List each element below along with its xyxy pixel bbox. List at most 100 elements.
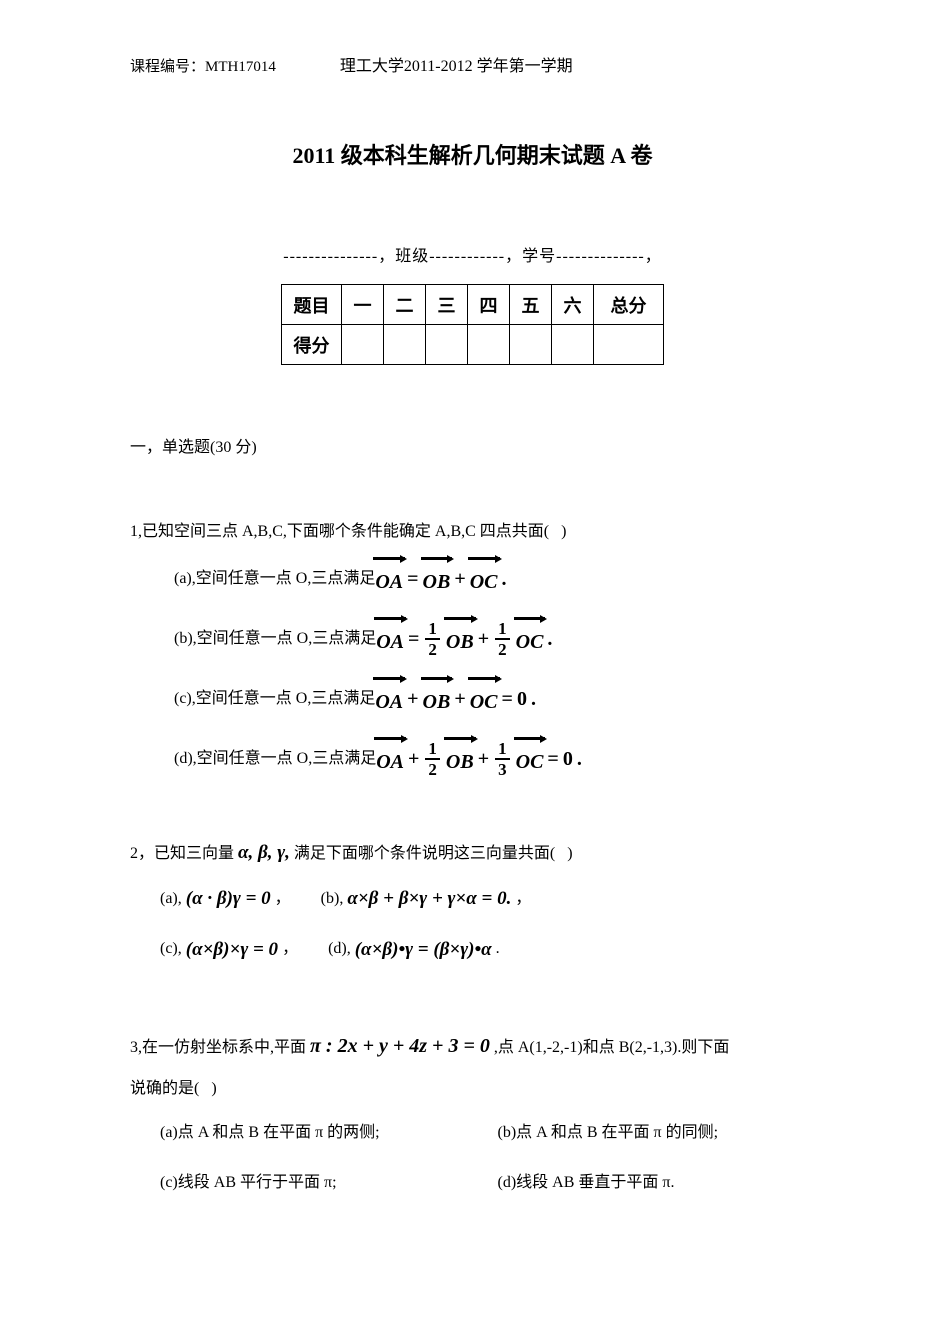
course-code: 课程编号：MTH17014 [130, 55, 276, 76]
opt-label: (b),空间任意一点 O,三点满足 [174, 624, 376, 654]
comma: ， [275, 884, 291, 914]
plus: + [478, 620, 489, 658]
vec-ob: OB [423, 557, 451, 601]
q2-option-b: (b), α×β + β×γ + γ×α = 0. ， [321, 881, 532, 917]
eq: = [547, 740, 558, 778]
td-blank [552, 325, 594, 365]
student-info-line: ---------------，班级------------，学号-------… [130, 242, 815, 266]
q3-plane-eq: π : 2x + y + 4z + 3 = 0 [310, 1035, 490, 1057]
score-table: 题目 一 二 三 四 五 六 总分 得分 [281, 284, 664, 365]
vec-ob: OB [423, 677, 451, 721]
vec-ob: OB [446, 617, 474, 661]
q1-option-c: (c),空间任意一点 O,三点满足 OA + OB + OC = 0. [174, 677, 815, 721]
td-blank [342, 325, 384, 365]
q1b-math: OA = 12 OB + 12 OC . [376, 617, 552, 661]
question-3: 3,在一仿射坐标系中,平面 π : 2x + y + 4z + 3 = 0 ,点… [130, 1022, 815, 1199]
th-four: 四 [468, 285, 510, 325]
vec-oa: OA [376, 737, 404, 781]
td-blank [426, 325, 468, 365]
q3-option-d: (d)线段 AB 垂直于平面 π. [498, 1168, 816, 1198]
frac-half: 12 [425, 620, 440, 658]
dot: . [502, 560, 507, 598]
q2-options-row2: (c), (α×β)×γ = 0 ， (d), (α×β)•γ = (β×γ)•… [130, 932, 815, 968]
vec-oa: OA [375, 677, 403, 721]
th-total: 总分 [594, 285, 664, 325]
opt-label: (b), [321, 884, 344, 914]
opt-label: (c),空间任意一点 O,三点满足 [174, 684, 375, 714]
dot: . [577, 740, 582, 778]
dot: . [531, 680, 536, 718]
section-heading: 一，单选题(30 分) [130, 433, 815, 457]
vec-oc: OC [516, 737, 544, 781]
td-score-label: 得分 [282, 325, 342, 365]
question-1: 1,已知空间三点 A,B,C,下面哪个条件能确定 A,B,C 四点共面( ) (… [130, 517, 815, 781]
q2-option-a: (a), (α · β)γ = 0 ， [160, 881, 291, 917]
q3-stem-pre: 3,在一仿射坐标系中,平面 [130, 1039, 306, 1056]
dot: . [547, 620, 552, 658]
table-row: 题目 一 二 三 四 五 六 总分 [282, 285, 664, 325]
plus: + [408, 740, 419, 778]
zero: 0 [517, 680, 527, 718]
eq: = [407, 560, 418, 598]
vec-ob: OB [446, 737, 474, 781]
q2-stem-pre: 2，已知三向量 [130, 845, 234, 862]
opt-label: (c), [160, 934, 182, 964]
opt-label: (a),空间任意一点 O,三点满足 [174, 564, 375, 594]
vec-oc: OC [470, 557, 498, 601]
plus: + [478, 740, 489, 778]
exam-title: 2011 级本科生解析几何期末试题 A 卷 [130, 138, 815, 170]
q2c-math: (α×β)×γ = 0 [186, 932, 278, 968]
q1-stem: 1,已知空间三点 A,B,C,下面哪个条件能确定 A,B,C 四点共面( ) [130, 517, 815, 547]
th-three: 三 [426, 285, 468, 325]
plus: + [454, 680, 465, 718]
period: . [496, 934, 500, 964]
q2b-math: α×β + β×γ + γ×α = 0. [347, 881, 511, 917]
q3-options: (a)点 A 和点 B 在平面 π 的两侧; (b)点 A 和点 B 在平面 π… [130, 1118, 815, 1199]
q3-stem: 3,在一仿射坐标系中,平面 π : 2x + y + 4z + 3 = 0 ,点… [130, 1022, 815, 1108]
q3-option-b: (b)点 A 和点 B 在平面 π 的同侧; [498, 1118, 816, 1148]
frac-third: 13 [495, 740, 510, 778]
th-item: 题目 [282, 285, 342, 325]
q1-option-d: (d),空间任意一点 O,三点满足 OA + 12 OB + 13 OC = 0… [174, 737, 815, 781]
q1d-math: OA + 12 OB + 13 OC = 0. [376, 737, 582, 781]
q1c-math: OA + OB + OC = 0. [375, 677, 536, 721]
q2d-math: (α×β)•γ = (β×γ)•α [355, 932, 492, 968]
comma: ， [515, 884, 531, 914]
q1-option-b: (b),空间任意一点 O,三点满足 OA = 12 OB + 12 OC . [174, 617, 815, 661]
zero: 0 [563, 740, 573, 778]
vec-oa: OA [376, 617, 404, 661]
td-blank [384, 325, 426, 365]
vec-oc: OC [516, 617, 544, 661]
eq: = [408, 620, 419, 658]
table-row: 得分 [282, 325, 664, 365]
q2-vectors: α, β, γ, [238, 842, 290, 863]
q2-options: (a), (α · β)γ = 0 ， (b), α×β + β×γ + γ×α… [130, 881, 815, 917]
frac-half: 12 [495, 620, 510, 658]
td-blank [510, 325, 552, 365]
th-six: 六 [552, 285, 594, 325]
semester-title: 理工大学2011-2012 学年第一学期 [340, 52, 573, 76]
td-blank [468, 325, 510, 365]
q2-stem: 2，已知三向量 α, β, γ, 满足下面哪个条件说明这三向量共面( ) [130, 835, 815, 871]
q1-options: (a),空间任意一点 O,三点满足 OA = OB + OC . (b),空间任… [130, 557, 815, 781]
q3-option-a: (a)点 A 和点 B 在平面 π 的两侧; [160, 1118, 478, 1148]
q2-stem-post: 满足下面哪个条件说明这三向量共面( ) [294, 845, 573, 862]
opt-label: (a), [160, 884, 182, 914]
question-2: 2，已知三向量 α, β, γ, 满足下面哪个条件说明这三向量共面( ) (a)… [130, 835, 815, 967]
eq: = [502, 680, 513, 718]
q3-stem-line2: 说确的是( ) [130, 1080, 217, 1097]
page-header: 课程编号：MTH17014 理工大学2011-2012 学年第一学期 [130, 52, 815, 76]
th-five: 五 [510, 285, 552, 325]
opt-label: (d), [328, 934, 351, 964]
vec-oa: OA [375, 557, 403, 601]
plus: + [407, 680, 418, 718]
course-code-val: MTH17014 [205, 59, 276, 75]
q2-option-c: (c), (α×β)×γ = 0 ， [160, 932, 298, 968]
q3-option-c: (c)线段 AB 平行于平面 π; [160, 1168, 478, 1198]
q2a-math: (α · β)γ = 0 [186, 881, 271, 917]
q1a-math: OA = OB + OC . [375, 557, 506, 601]
comma: ， [282, 934, 298, 964]
opt-label: (d),空间任意一点 O,三点满足 [174, 744, 376, 774]
plus: + [454, 560, 465, 598]
th-one: 一 [342, 285, 384, 325]
